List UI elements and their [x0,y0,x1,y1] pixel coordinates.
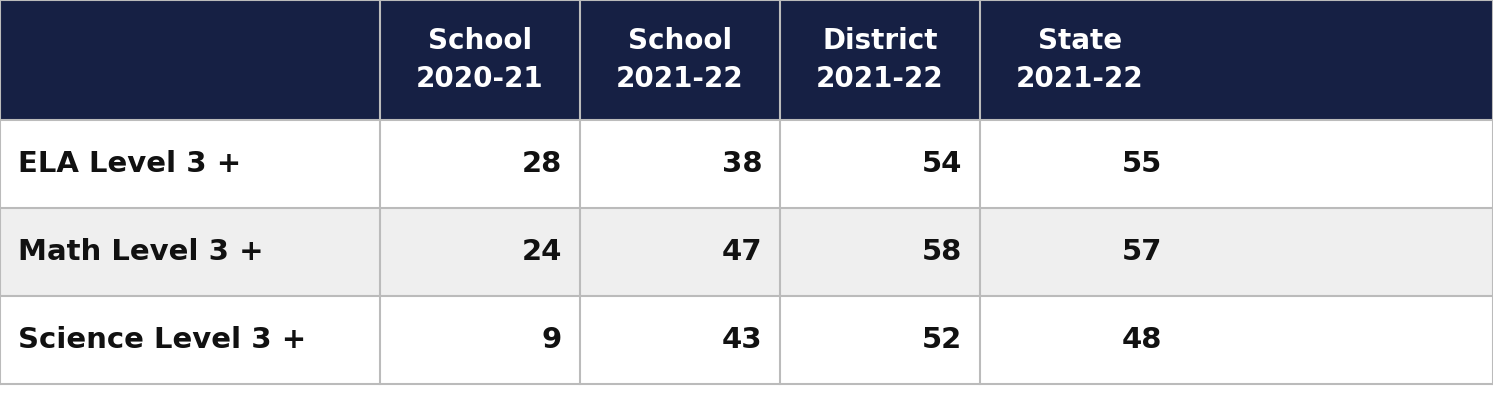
Text: Math Level 3 +: Math Level 3 + [18,238,264,266]
Text: 9: 9 [542,326,561,354]
Bar [0,208,1493,296]
Text: 2021-22: 2021-22 [817,65,944,93]
Text: 57: 57 [1121,238,1162,266]
Text: 48: 48 [1121,326,1162,354]
Text: 2021-22: 2021-22 [1017,65,1144,93]
Text: 38: 38 [721,150,761,178]
Text: 24: 24 [521,238,561,266]
Text: School: School [629,27,732,55]
Text: 58: 58 [921,238,961,266]
Text: District: District [823,27,938,55]
Text: 52: 52 [921,326,961,354]
Text: ELA Level 3 +: ELA Level 3 + [18,150,242,178]
Bar [0,0,1493,120]
Text: 28: 28 [521,150,561,178]
Bar [0,296,1493,384]
Text: 55: 55 [1121,150,1162,178]
Text: 54: 54 [921,150,961,178]
Text: 2021-22: 2021-22 [617,65,744,93]
Text: 47: 47 [721,238,761,266]
Bar [0,120,1493,208]
Text: Science Level 3 +: Science Level 3 + [18,326,306,354]
Text: School: School [428,27,532,55]
Text: State: State [1038,27,1123,55]
Text: 43: 43 [721,326,761,354]
Text: 2020-21: 2020-21 [417,65,543,93]
